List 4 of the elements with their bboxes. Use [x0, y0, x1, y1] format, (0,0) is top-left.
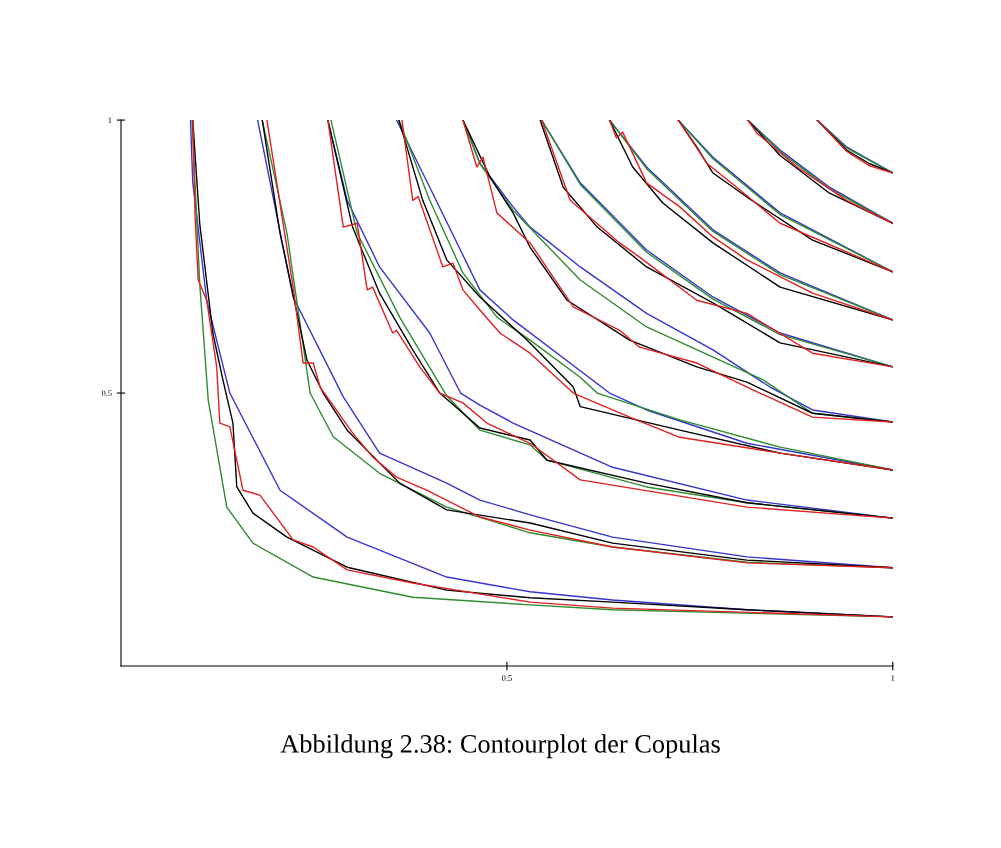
line-series — [462, 120, 893, 423]
line-series — [608, 120, 893, 321]
line-series — [747, 120, 893, 224]
text: Abbildung 2.38: Contourplot der Copulas — [280, 734, 720, 759]
